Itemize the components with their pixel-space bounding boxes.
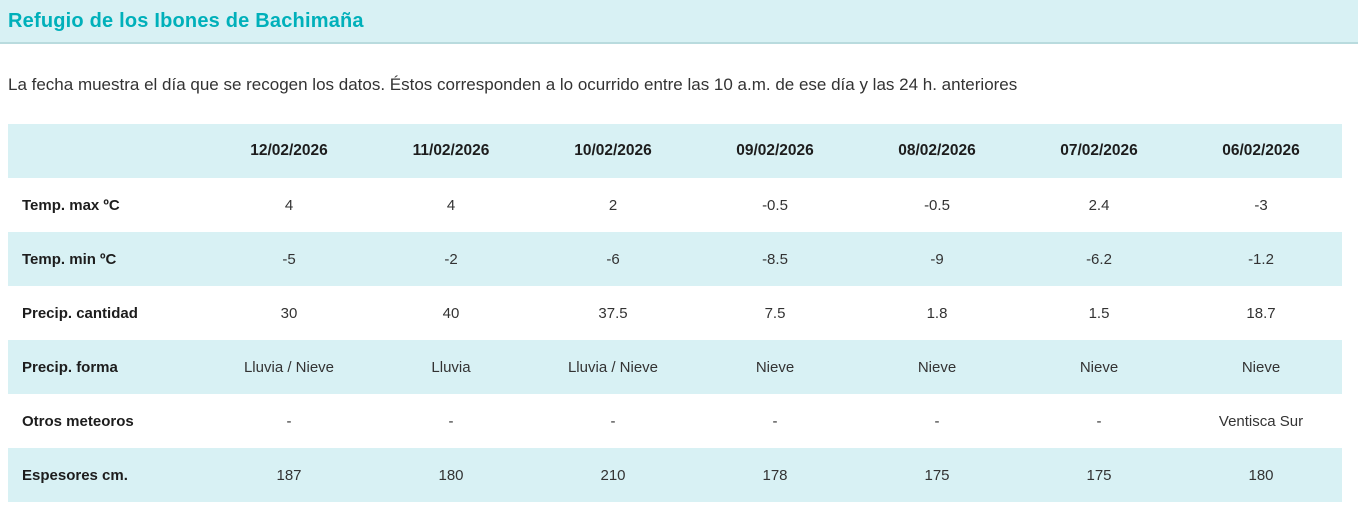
table-cell: -3 (1254, 196, 1268, 214)
table-cell: 178 (762, 466, 788, 484)
table-cell: Ventisca Sur (1218, 412, 1304, 430)
table-cell: - (934, 412, 940, 430)
table-cell: 175 (924, 466, 950, 484)
date-header: 08/02/2026 (898, 142, 976, 159)
table-cell: -8.5 (762, 250, 788, 268)
table-cell: Lluvia / Nieve (243, 358, 335, 376)
table-header-row: 12/02/2026 11/02/2026 10/02/2026 09/02/2… (8, 124, 1342, 178)
table-cell: 40 (442, 304, 460, 322)
row-label-header-empty (8, 124, 208, 178)
table-cell: -6.2 (1086, 250, 1112, 268)
table-cell: 210 (600, 466, 626, 484)
table-cell: - (1096, 412, 1102, 430)
table-cell: - (772, 412, 778, 430)
date-header: 07/02/2026 (1060, 142, 1138, 159)
row-label: Precip. cantidad (22, 304, 138, 322)
row-label: Precip. forma (22, 358, 118, 376)
date-header: 12/02/2026 (250, 142, 328, 159)
table-cell: 187 (276, 466, 302, 484)
row-label: Otros meteoros (22, 412, 134, 430)
table-row-temp-max: Temp. max ºC 4 4 2 -0.5 -0.5 2.4 -3 (8, 178, 1342, 232)
table-cell: Lluvia / Nieve (567, 358, 659, 376)
table-cell: 1.5 (1088, 304, 1110, 322)
table-cell: 18.7 (1246, 304, 1276, 322)
table-cell: Nieve (1241, 358, 1281, 376)
row-label: Temp. max ºC (22, 196, 120, 214)
table-cell: -1.2 (1248, 250, 1274, 268)
date-header: 10/02/2026 (574, 142, 652, 159)
weather-table: 12/02/2026 11/02/2026 10/02/2026 09/02/2… (8, 124, 1342, 502)
table-cell: Nieve (1079, 358, 1119, 376)
date-header: 09/02/2026 (736, 142, 814, 159)
row-label: Temp. min ºC (22, 250, 117, 268)
table-cell: Lluvia (431, 358, 471, 376)
table-cell: 175 (1086, 466, 1112, 484)
table-row-otros-meteoros: Otros meteoros - - - - - - Ventisca Sur (8, 394, 1342, 448)
table-cell: 180 (438, 466, 464, 484)
table-cell: -6 (606, 250, 620, 268)
table-cell: Nieve (755, 358, 795, 376)
table-cell: - (286, 412, 292, 430)
table-cell: 1.8 (926, 304, 948, 322)
title-band: Refugio de los Ibones de Bachimaña (0, 0, 1358, 44)
table-cell: 4 (446, 196, 456, 214)
table-cell: -5 (282, 250, 296, 268)
table-cell: 4 (284, 196, 294, 214)
table-cell: 180 (1248, 466, 1274, 484)
table-cell: -0.5 (762, 196, 788, 214)
table-cell: -9 (930, 250, 944, 268)
table-row-precip-cantidad: Precip. cantidad 30 40 37.5 7.5 1.8 1.5 … (8, 286, 1342, 340)
table-cell: Nieve (917, 358, 957, 376)
table-cell: 2 (608, 196, 618, 214)
date-header: 11/02/2026 (412, 142, 490, 159)
table-cell: - (610, 412, 616, 430)
page-title: Refugio de los Ibones de Bachimaña (8, 10, 364, 32)
table-cell: 30 (280, 304, 298, 322)
table-cell: - (448, 412, 454, 430)
subtitle-text: La fecha muestra el día que se recogen l… (8, 75, 1018, 94)
table-row-espesores: Espesores cm. 187 180 210 178 175 175 18… (8, 448, 1342, 502)
table-cell: 37.5 (598, 304, 628, 322)
table-cell: -2 (444, 250, 458, 268)
page: Refugio de los Ibones de Bachimaña La fe… (0, 0, 1358, 502)
row-label: Espesores cm. (22, 466, 128, 484)
table-cell: 2.4 (1088, 196, 1110, 214)
table-cell: 7.5 (764, 304, 786, 322)
table-row-temp-min: Temp. min ºC -5 -2 -6 -8.5 -9 -6.2 -1.2 (8, 232, 1342, 286)
table-cell: -0.5 (924, 196, 950, 214)
table-row-precip-forma: Precip. forma Lluvia / Nieve Lluvia Lluv… (8, 340, 1342, 394)
date-header: 06/02/2026 (1222, 142, 1300, 159)
